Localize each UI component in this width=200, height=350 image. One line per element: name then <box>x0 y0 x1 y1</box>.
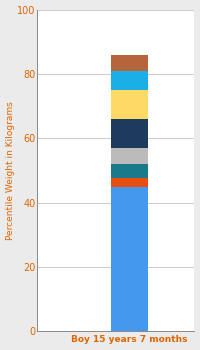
Bar <box>111 71 148 90</box>
Y-axis label: Percentile Weight in Kilograms: Percentile Weight in Kilograms <box>6 101 15 240</box>
Bar <box>111 90 148 119</box>
Bar <box>111 178 148 187</box>
Bar <box>111 119 148 148</box>
Bar <box>111 55 148 71</box>
Bar <box>111 164 148 178</box>
Bar <box>111 148 148 164</box>
Bar <box>111 187 148 331</box>
